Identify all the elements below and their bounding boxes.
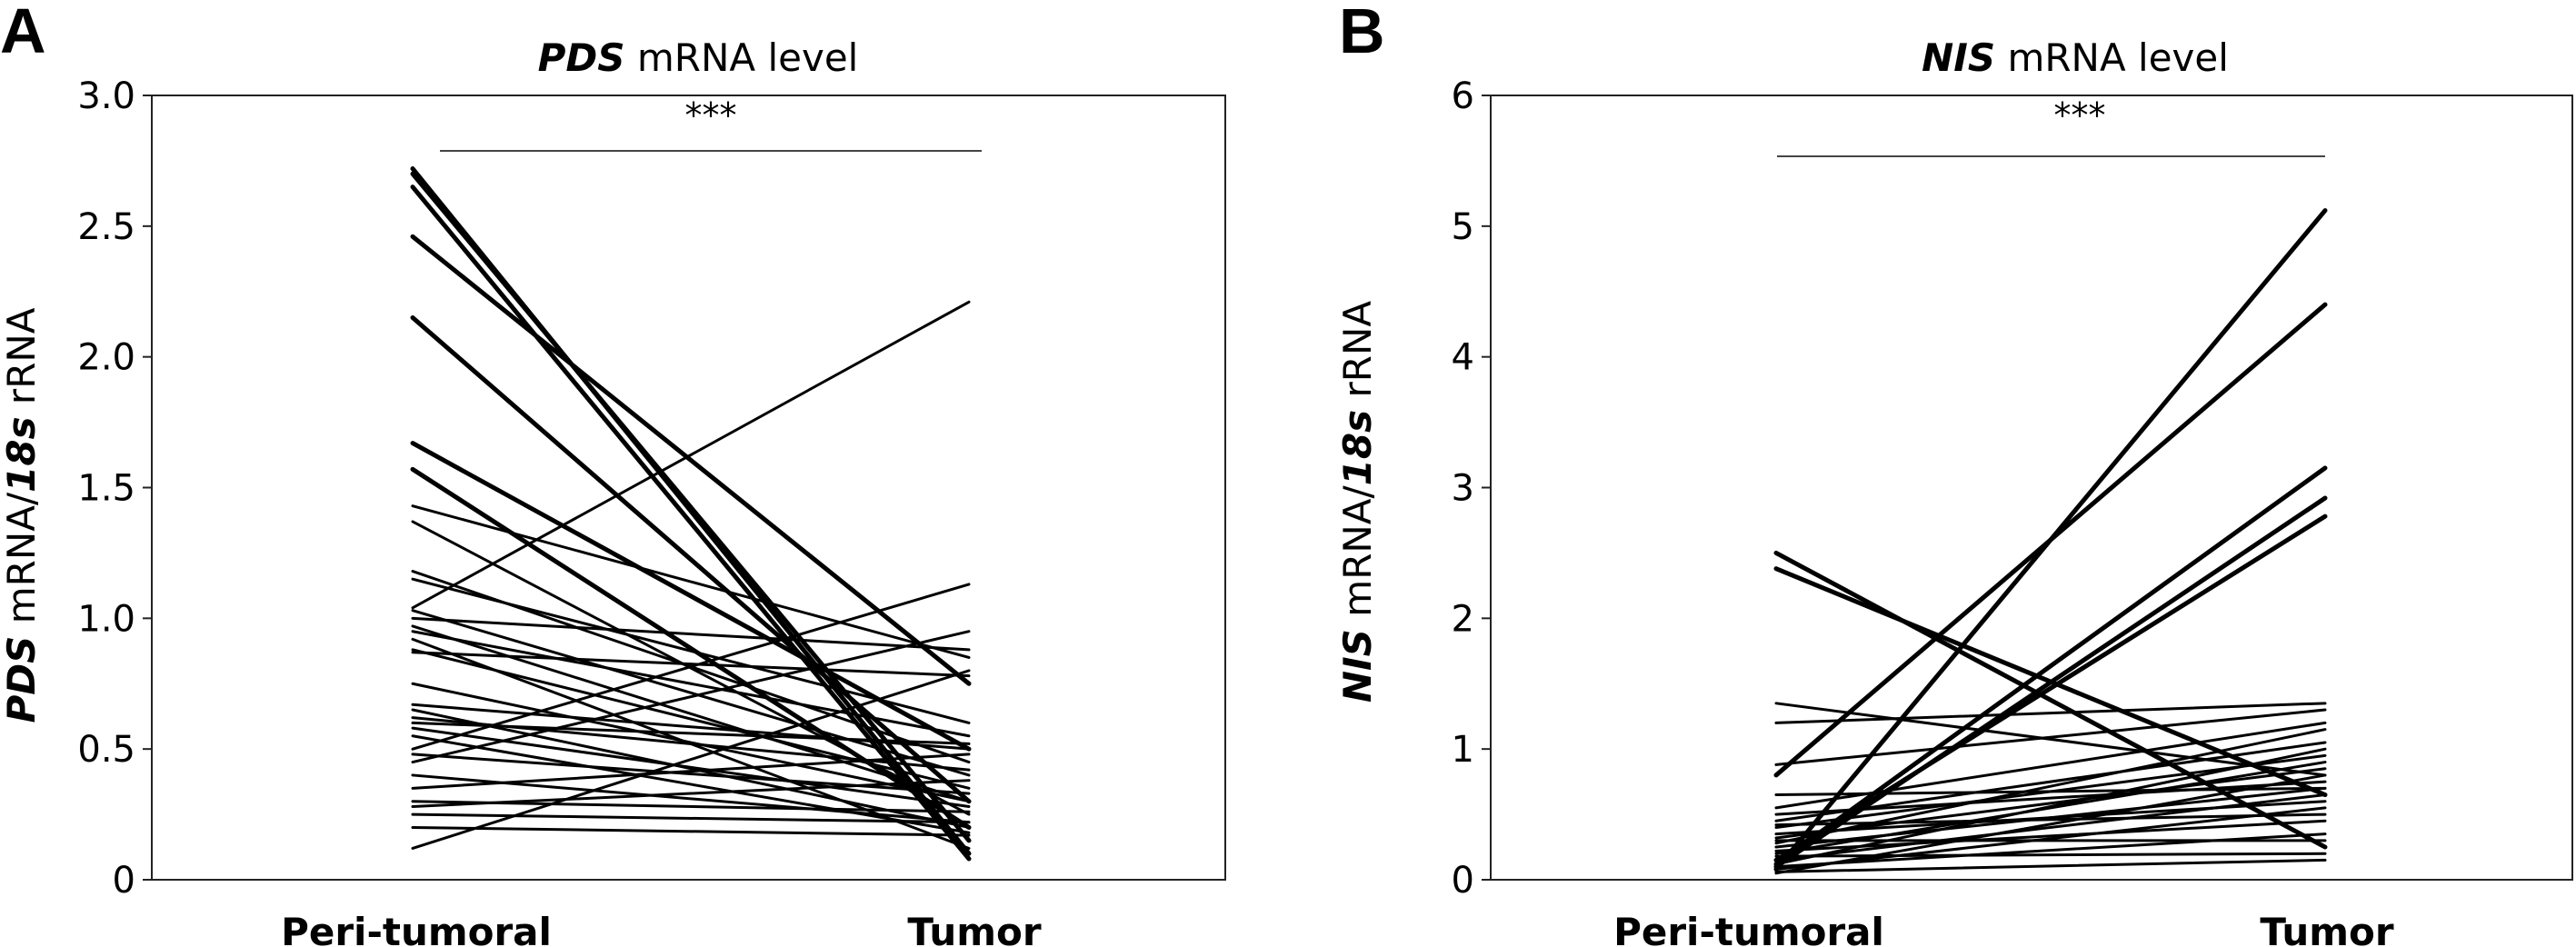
panel-a: A PDS mRNA level PDS mRNA/18s rRNA 0 0.5 1… <box>0 0 1226 947</box>
panel-b-series-line-28 <box>1774 858 2327 873</box>
panel-b-y-tick-label: 5 <box>1452 206 1474 248</box>
panel-a-series-line-33 <box>411 825 971 837</box>
panel-a-y-ticks: 0 0.5 1.0 1.5 2.0 2.5 3.0 <box>77 75 152 902</box>
panel-b-y-ticks: 0 1 2 3 4 5 6 <box>1452 75 1491 902</box>
panel-a-series-line-6 <box>410 441 972 752</box>
panel-a-x-category-peri-tumoral: Peri-tumoral <box>281 910 552 947</box>
panel-a-y-tick-label: 0.5 <box>77 729 135 771</box>
panel-a-y-axis-label: PDS mRNA/18s rRNA <box>0 307 44 723</box>
panel-b-series-line-8 <box>1774 702 2327 777</box>
panel-a-y-tick-label: 2.5 <box>77 206 135 248</box>
panel-b-y-tick-label: 3 <box>1452 468 1474 510</box>
panel-a-y-tick-label: 1.5 <box>77 468 135 510</box>
panel-a-y-tick-label: 1.0 <box>77 598 135 640</box>
panel-b-y-tick-label: 4 <box>1452 337 1474 379</box>
panel-b-series-line-23 <box>1774 852 2327 858</box>
panel-b-series-line-30 <box>1774 786 2327 797</box>
panel-a-series-line-8 <box>411 504 971 659</box>
panel-b-series-line-9 <box>1774 702 2327 724</box>
panel-b-plot-frame <box>1490 95 2573 881</box>
panel-b-series-line-27 <box>1774 806 2327 871</box>
panel-b-title: NIS mRNA level <box>1922 35 2229 80</box>
panel-a-series-line-35 <box>411 651 971 678</box>
panel-a-series-line-13 <box>411 609 971 777</box>
panel-a-series-line-36 <box>411 682 971 803</box>
panel-b-series-line-2 <box>1773 302 2328 778</box>
panel-a-label: A <box>0 0 46 66</box>
panel-a-series-line-16 <box>411 630 971 738</box>
panel-b-significance-stars: *** <box>2054 95 2106 135</box>
panel-a-series-line-34 <box>411 669 971 850</box>
panel-a-series-line-18 <box>411 648 971 790</box>
panel-a-y-tick-label: 3.0 <box>77 75 135 117</box>
panel-b-series-line-29 <box>1774 773 2327 875</box>
panel-b-x-category-tumor: Tumor <box>2260 910 2394 947</box>
panel-a-series-line-5 <box>410 315 972 804</box>
panel-a-series-line-31 <box>411 779 971 808</box>
panel-a-y-tick-label: 2.0 <box>77 337 135 379</box>
panel-b-series-lines <box>1773 208 2328 875</box>
panel-a-series-lines <box>410 166 972 862</box>
panel-b-series-line-10 <box>1774 708 2327 766</box>
panel-b-y-tick-label: 6 <box>1452 75 1474 117</box>
panel-b-y-axis-label: NIS mRNA/18s rRNA <box>1335 301 1380 703</box>
panel-a-series-line-25 <box>411 583 971 751</box>
panel-a-series-line-14 <box>411 616 971 652</box>
panel-b-series-line-19 <box>1774 728 2327 845</box>
panel-a-series-line-27 <box>411 630 971 764</box>
panel-b-y-tick-label: 0 <box>1452 860 1474 902</box>
panel-a-y-tick-label: 0 <box>113 860 135 902</box>
panel-a-series-line-7 <box>410 466 972 830</box>
panel-a-series-line-32 <box>411 812 971 824</box>
panel-b-series-line-24 <box>1774 793 2327 862</box>
panel-a-series-line-12 <box>411 300 971 610</box>
panel-b-y-tick-label: 2 <box>1452 598 1474 640</box>
panel-b-series-line-26 <box>1774 832 2327 869</box>
panel-b-series-line-17 <box>1774 767 2327 840</box>
panel-b-series-line-13 <box>1774 741 2327 822</box>
panel-b-series-line-25 <box>1774 747 2327 866</box>
panel-a-series-line-4 <box>410 234 972 686</box>
panel-b-series-line-7 <box>1773 566 2328 798</box>
panel-b-label: B <box>1339 0 1385 66</box>
panel-b-y-tick-label: 1 <box>1452 729 1474 771</box>
panel-b-x-category-peri-tumoral: Peri-tumoral <box>1613 910 1884 947</box>
panel-a-title: PDS mRNA level <box>538 35 859 80</box>
panel-a-x-category-tumor: Tumor <box>907 910 1042 947</box>
panel-a-series-line-26 <box>411 753 971 795</box>
panel-a-significance-stars: *** <box>685 95 737 135</box>
panel-b: B NIS mRNA level NIS mRNA/18s rRNA 0 1 2 3 4… <box>1335 0 2573 947</box>
panel-a-series-line-29 <box>411 753 971 790</box>
panel-a-series-line-22 <box>411 721 971 745</box>
panel-a-series-line-24 <box>411 734 971 834</box>
panel-b-series-line-5 <box>1773 513 2328 862</box>
panel-b-series-line-3 <box>1773 465 2328 867</box>
panel-a-plot-frame <box>151 95 1226 881</box>
